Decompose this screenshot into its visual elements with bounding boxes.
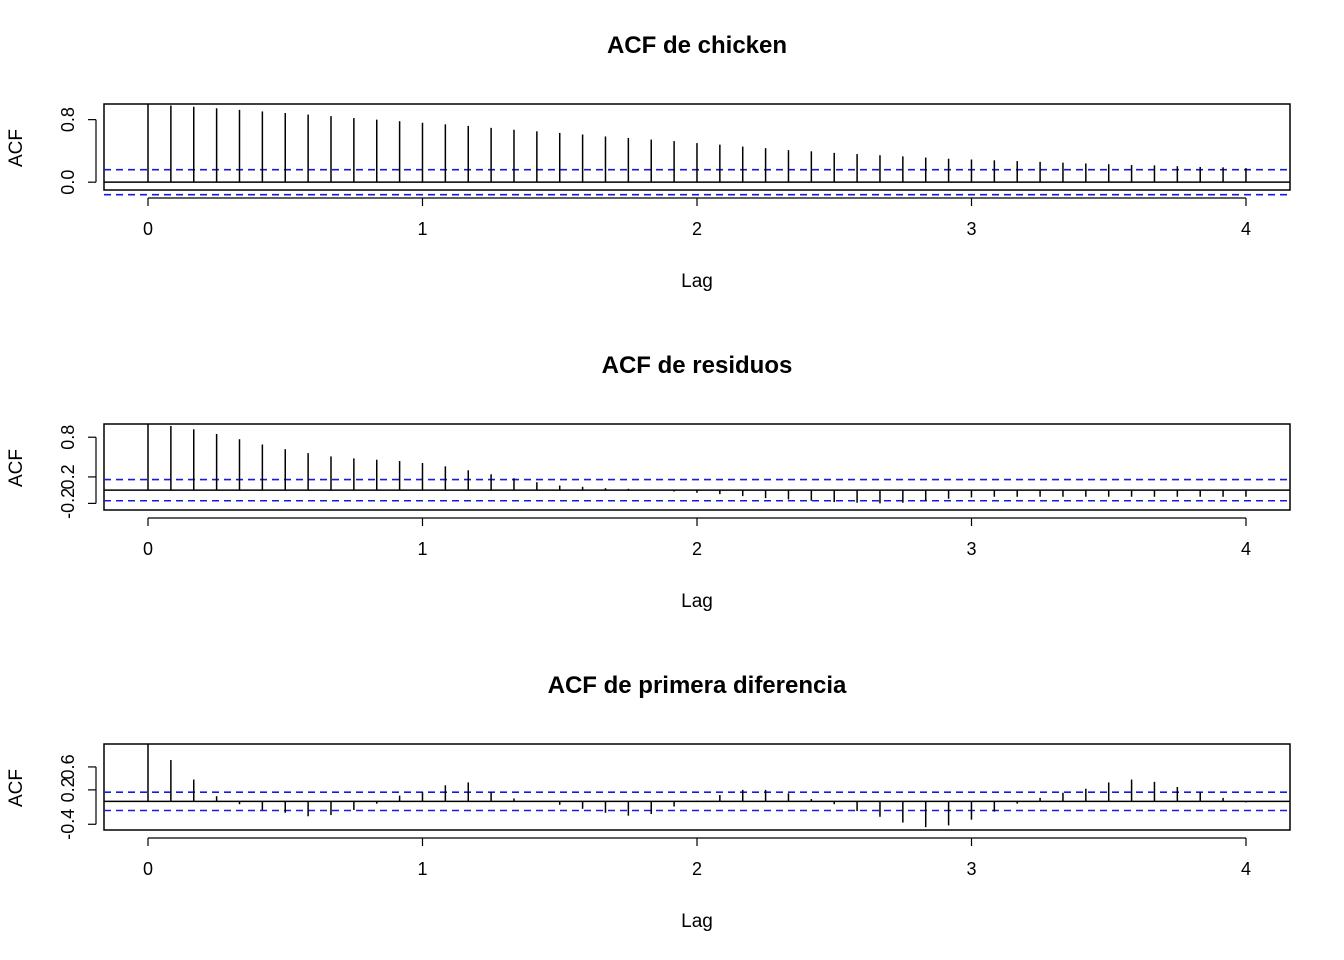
x-tick-label: 4	[1241, 219, 1251, 239]
y-tick-label: 0.6	[58, 754, 78, 779]
y-tick-label: 0.2	[58, 464, 78, 489]
y-tick-label: -0.2	[58, 488, 78, 519]
x-tick-label: 0	[143, 539, 153, 559]
y-axis-label: ACF	[6, 449, 27, 487]
x-tick-label: 3	[966, 219, 976, 239]
x-tick-label: 3	[966, 539, 976, 559]
plot-frame	[103, 743, 1291, 831]
plot-frame	[103, 423, 1291, 511]
chart-title: ACF de residuos	[602, 352, 793, 379]
x-axis-label: Lag	[681, 911, 713, 932]
x-tick-label: 1	[417, 539, 427, 559]
y-tick-label: -0.4	[58, 809, 78, 840]
y-axis-label: ACF	[6, 129, 27, 167]
panel-acf-residuos: ACF de residuos Lag ACF 0 1 2 3 4 -0.20.2 0.8	[6, 352, 1291, 612]
x-tick-label: 0	[143, 859, 153, 879]
y-tick-label: 0.8	[58, 107, 78, 132]
y-tick-label: 0.8	[58, 425, 78, 450]
x-axis-label: Lag	[681, 271, 713, 292]
x-tick-label: 1	[417, 859, 427, 879]
y-axis-label: ACF	[6, 769, 27, 807]
panel-acf-chicken: ACF de chicken Lag ACF 0 1 2 3 4 0.0 0.8	[6, 32, 1291, 292]
chart-title: ACF de chicken	[607, 32, 787, 59]
panel-acf-primera-diferencia: ACF de primera diferencia Lag ACF 0 1 2 3 4 -…	[6, 672, 1291, 932]
x-tick-label: 4	[1241, 539, 1251, 559]
x-tick-label: 1	[417, 219, 427, 239]
x-tick-label: 2	[692, 859, 702, 879]
x-axis-label: Lag	[681, 591, 713, 612]
chart-title: ACF de primera diferencia	[548, 672, 847, 699]
y-tick-label: 0.2	[58, 777, 78, 802]
x-tick-label: 3	[966, 859, 976, 879]
x-tick-label: 4	[1241, 859, 1251, 879]
y-tick-label: 0.0	[58, 170, 78, 195]
x-tick-label: 2	[692, 219, 702, 239]
x-tick-label: 0	[143, 219, 153, 239]
plot-frame	[103, 103, 1291, 191]
x-tick-label: 2	[692, 539, 702, 559]
